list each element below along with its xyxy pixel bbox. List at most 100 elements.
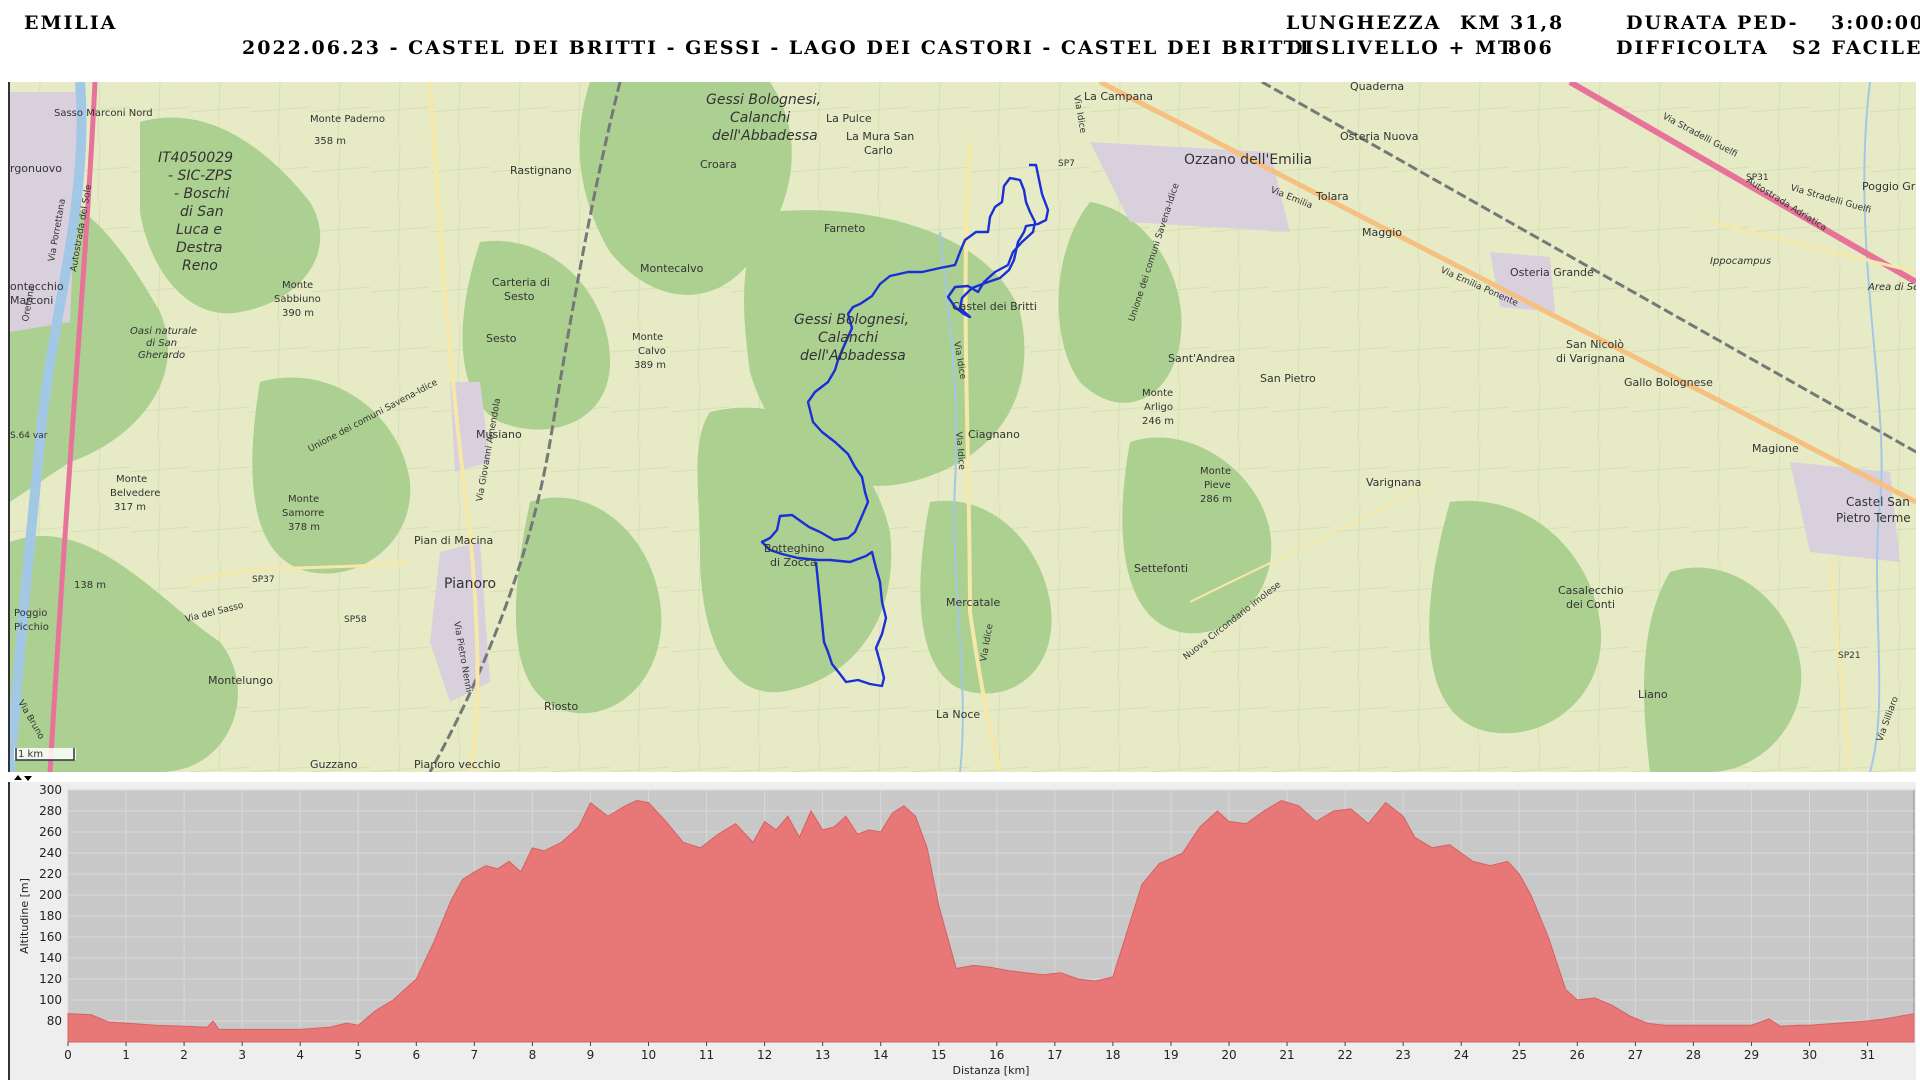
duration-label: DURATA PED- [1626, 12, 1799, 34]
place-label: Tolara [1315, 190, 1349, 203]
place-label: Sasso Marconi Nord [54, 108, 153, 119]
place-label: Settefonti [1134, 562, 1188, 575]
x-tick-label: 5 [354, 1048, 362, 1062]
place-label: Poggio Gr [1862, 180, 1916, 193]
y-tick-label: 200 [39, 888, 62, 902]
place-label: Ippocampus [1710, 256, 1771, 267]
urban-areas [10, 92, 1900, 702]
place-label: Mercatale [946, 596, 1000, 609]
place-label: Carlo [864, 144, 893, 157]
place-label: Magione [1752, 442, 1799, 455]
place-label: Sesto [486, 332, 517, 345]
y-tick-label: 160 [39, 930, 62, 944]
place-label: Montecalvo [640, 262, 704, 275]
place-label: rgonuovo [10, 162, 62, 175]
place-label: - SIC-ZPS [168, 168, 232, 184]
waterways [10, 82, 1883, 772]
y-tick-label: 120 [39, 972, 62, 986]
place-label: Osteria Nuova [1340, 130, 1418, 143]
x-tick-label: 12 [757, 1048, 772, 1062]
x-tick-label: 9 [587, 1048, 595, 1062]
place-label: Ciagnano [968, 428, 1020, 441]
place-label: Botteghino [764, 542, 825, 555]
place-label: Monte [282, 280, 313, 291]
place-label: San Nicolò [1566, 338, 1624, 351]
x-tick-label: 31 [1860, 1048, 1875, 1062]
duration-value: 3:00:00 [1831, 12, 1920, 34]
x-tick-label: 20 [1221, 1048, 1236, 1062]
place-label: dei Conti [1566, 598, 1615, 611]
place-label: Samorre [282, 508, 324, 519]
place-label: La Mura San [846, 130, 914, 143]
x-tick-label: 10 [641, 1048, 656, 1062]
x-tick-label: 30 [1802, 1048, 1817, 1062]
x-tick-label: 22 [1337, 1048, 1352, 1062]
place-label: di Varignana [1556, 352, 1625, 365]
place-label: - Boschi [174, 186, 230, 202]
place-label: Varignana [1366, 476, 1421, 489]
place-label: 286 m [1200, 494, 1232, 505]
place-label: Rastignano [510, 164, 572, 177]
place-label: Calanchi [730, 110, 790, 126]
y-tick-label: 100 [39, 993, 62, 1007]
place-label: Sesto [504, 290, 535, 303]
x-tick-label: 15 [931, 1048, 946, 1062]
place-label: Reno [182, 258, 218, 274]
place-label: Pieve [1204, 480, 1231, 491]
x-axis-label: Distanza [km] [953, 1064, 1030, 1077]
place-label: Ozzano dell'Emilia [1184, 152, 1312, 168]
place-label: Belvedere [110, 488, 160, 499]
x-tick-label: 11 [699, 1048, 714, 1062]
map-view[interactable]: Sasso Marconi Nord Monte Paderno 358 m r… [8, 82, 1916, 772]
forest-areas [10, 82, 1802, 772]
place-label: 378 m [288, 522, 320, 533]
road-label: SP7 [1058, 159, 1075, 169]
y-tick-label: 220 [39, 867, 62, 881]
place-label: Luca e [176, 222, 222, 238]
x-tick-label: 18 [1105, 1048, 1120, 1062]
place-label: Monte [632, 332, 663, 343]
x-tick-label: 13 [815, 1048, 830, 1062]
elevation-label: DISLIVELLO + MT [1286, 37, 1515, 59]
place-label: Gessi Bolognesi, [706, 92, 821, 108]
place-label: Pianoro vecchio [414, 758, 501, 771]
place-label: Carteria di [492, 276, 550, 289]
place-label: Pianoro [444, 576, 496, 592]
road-label: SP21 [1838, 651, 1861, 661]
x-tick-label: 21 [1279, 1048, 1294, 1062]
x-tick-label: 4 [296, 1048, 304, 1062]
x-tick-label: 26 [1570, 1048, 1585, 1062]
x-tick-label: 28 [1686, 1048, 1701, 1062]
place-label: IT4050029 [158, 150, 233, 166]
place-label: dell'Abbadessa [712, 128, 818, 144]
place-label: Monte Paderno [310, 114, 385, 125]
place-label: Osteria Grande [1510, 266, 1594, 279]
length-unit: KM [1460, 12, 1502, 34]
collapse-toggle-icon[interactable] [12, 773, 34, 783]
place-label: Pian di Macina [414, 534, 493, 547]
place-label: Casalecchio [1558, 584, 1624, 597]
place-label: Montelungo [208, 674, 273, 687]
place-label: Croara [700, 158, 737, 171]
y-tick-label: 180 [39, 909, 62, 923]
roads [47, 82, 1916, 772]
y-tick-label: 80 [47, 1014, 62, 1028]
y-axis-ticks: 80 100 120 140 160 180 200 220 240 260 280 300 [39, 783, 62, 1028]
map-canvas: Sasso Marconi Nord Monte Paderno 358 m r… [10, 82, 1916, 772]
x-tick-label: 29 [1744, 1048, 1759, 1062]
road-label: Via Idice [953, 431, 966, 470]
place-label: Calanchi [818, 330, 878, 346]
place-label: Musiano [476, 428, 522, 441]
elevation-value: 806 [1508, 37, 1554, 59]
place-label: Monte [116, 474, 147, 485]
elevation-area [67, 799, 1915, 1043]
y-tick-label: 300 [39, 783, 62, 797]
place-label: La Campana [1084, 90, 1153, 103]
road-label: SP37 [252, 575, 275, 585]
x-tick-label: 25 [1512, 1048, 1527, 1062]
region-label: EMILIA [24, 12, 118, 34]
map-scale-bar: 1 km [14, 748, 76, 761]
length-label: LUNGHEZZA [1286, 12, 1442, 34]
place-label: Sabbiuno [274, 294, 321, 305]
